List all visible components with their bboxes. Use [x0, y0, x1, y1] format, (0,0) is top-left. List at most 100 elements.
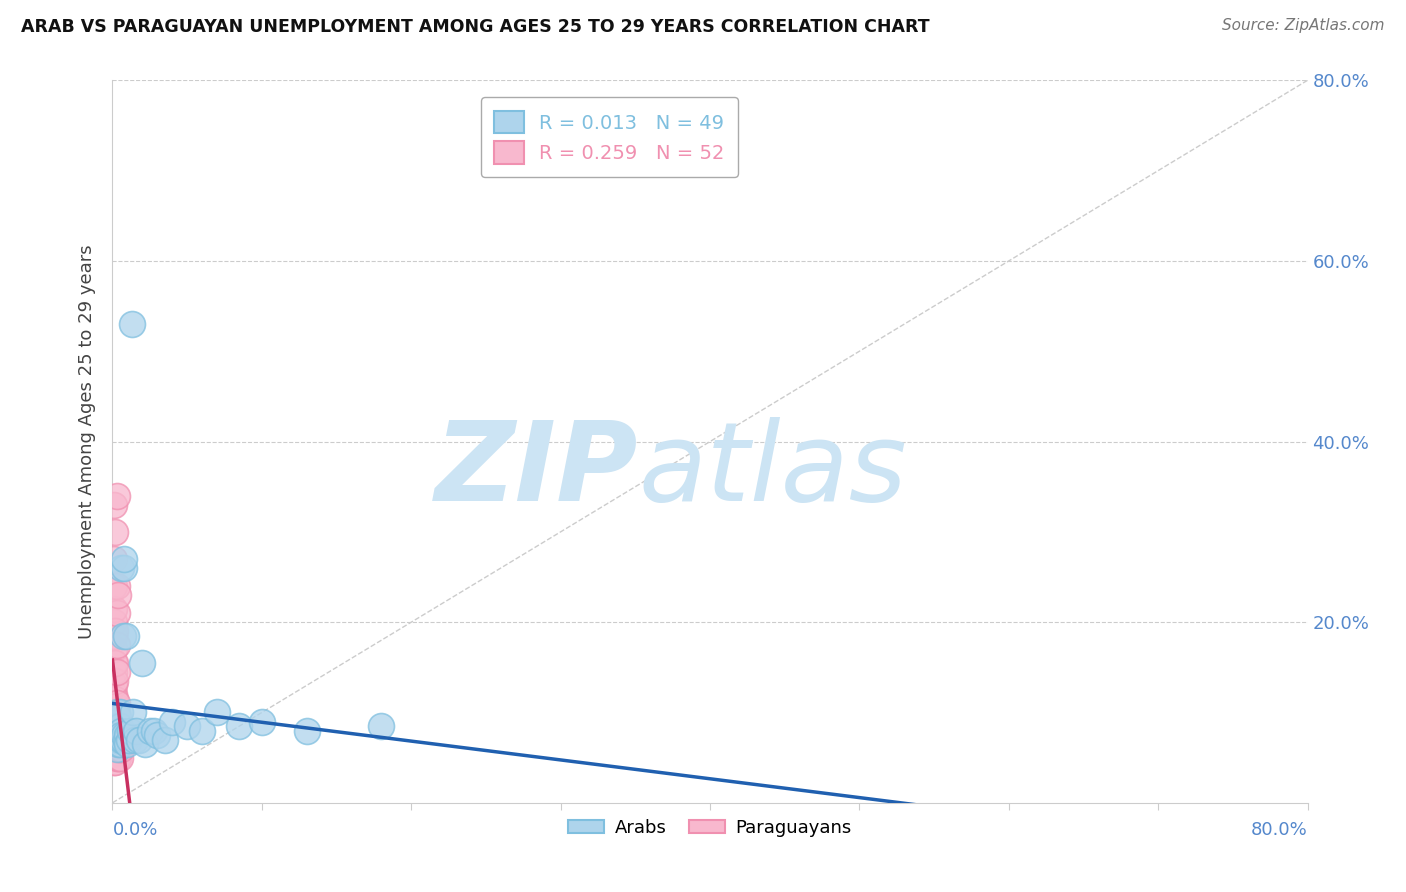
Point	[114, 728, 135, 742]
Point	[105, 723, 128, 738]
Point	[105, 750, 128, 764]
Point	[107, 750, 129, 764]
Point	[104, 692, 127, 706]
Point	[108, 728, 131, 742]
Point	[105, 723, 128, 738]
Point	[103, 697, 125, 711]
Point	[114, 561, 135, 575]
Text: ZIP: ZIP	[434, 417, 638, 524]
Point	[107, 732, 129, 747]
Point	[104, 728, 127, 742]
Point	[121, 317, 143, 331]
Point	[103, 642, 125, 657]
Point	[124, 732, 146, 747]
Point	[108, 728, 131, 742]
Point	[118, 732, 141, 747]
Point	[103, 601, 125, 615]
Point	[103, 615, 125, 630]
Point	[105, 732, 128, 747]
Point	[103, 706, 125, 720]
Point	[108, 737, 131, 751]
Point	[370, 719, 392, 733]
Legend: Arabs, Paraguayans: Arabs, Paraguayans	[561, 812, 859, 845]
Point	[105, 579, 128, 593]
Text: ARAB VS PARAGUAYAN UNEMPLOYMENT AMONG AGES 25 TO 29 YEARS CORRELATION CHART: ARAB VS PARAGUAYAN UNEMPLOYMENT AMONG AG…	[21, 18, 929, 36]
Point	[111, 629, 134, 643]
Point	[104, 746, 127, 760]
Point	[107, 710, 129, 724]
Point	[228, 719, 250, 733]
Y-axis label: Unemployment Among Ages 25 to 29 years: Unemployment Among Ages 25 to 29 years	[77, 244, 96, 639]
Point	[105, 665, 128, 679]
Point	[125, 723, 148, 738]
Point	[139, 723, 162, 738]
Point	[111, 737, 134, 751]
Point	[107, 719, 129, 733]
Point	[105, 728, 128, 742]
Point	[250, 714, 273, 729]
Point	[104, 673, 127, 688]
Point	[107, 737, 129, 751]
Point	[105, 706, 128, 720]
Point	[153, 732, 176, 747]
Point	[108, 706, 131, 720]
Point	[104, 732, 127, 747]
Point	[104, 524, 127, 539]
Point	[143, 723, 166, 738]
Point	[103, 665, 125, 679]
Point	[105, 606, 128, 620]
Point	[103, 552, 125, 566]
Point	[162, 714, 183, 729]
Text: atlas: atlas	[638, 417, 907, 524]
Point	[205, 706, 228, 720]
Point	[122, 706, 145, 720]
Point	[104, 624, 127, 639]
Text: 0.0%: 0.0%	[112, 821, 157, 838]
Point	[110, 561, 132, 575]
Point	[176, 719, 198, 733]
Point	[110, 732, 132, 747]
Point	[103, 741, 125, 756]
Point	[105, 710, 128, 724]
Point	[134, 737, 156, 751]
Point	[146, 728, 169, 742]
Point	[105, 697, 128, 711]
Point	[103, 746, 125, 760]
Point	[103, 498, 125, 512]
Point	[295, 723, 318, 738]
Point	[103, 656, 125, 670]
Point	[104, 706, 127, 720]
Point	[103, 755, 125, 769]
Point	[103, 723, 125, 738]
Point	[103, 714, 125, 729]
Point	[110, 741, 132, 756]
Point	[104, 755, 127, 769]
Point	[111, 732, 134, 747]
Point	[103, 579, 125, 593]
Text: Source: ZipAtlas.com: Source: ZipAtlas.com	[1222, 18, 1385, 33]
Point	[107, 588, 129, 602]
Point	[117, 728, 139, 742]
Point	[117, 737, 139, 751]
Point	[107, 723, 129, 738]
Point	[104, 656, 127, 670]
Point	[105, 489, 128, 503]
Point	[108, 719, 131, 733]
Point	[105, 741, 128, 756]
Point	[114, 552, 135, 566]
Point	[115, 732, 138, 747]
Point	[131, 656, 153, 670]
Point	[104, 737, 127, 751]
Point	[103, 678, 125, 692]
Point	[107, 741, 129, 756]
Point	[103, 732, 125, 747]
Point	[191, 723, 214, 738]
Point	[110, 723, 132, 738]
Point	[105, 741, 128, 756]
Point	[105, 638, 128, 652]
Point	[103, 629, 125, 643]
Point	[110, 728, 132, 742]
Point	[115, 629, 138, 643]
Point	[120, 723, 142, 738]
Point	[108, 750, 131, 764]
